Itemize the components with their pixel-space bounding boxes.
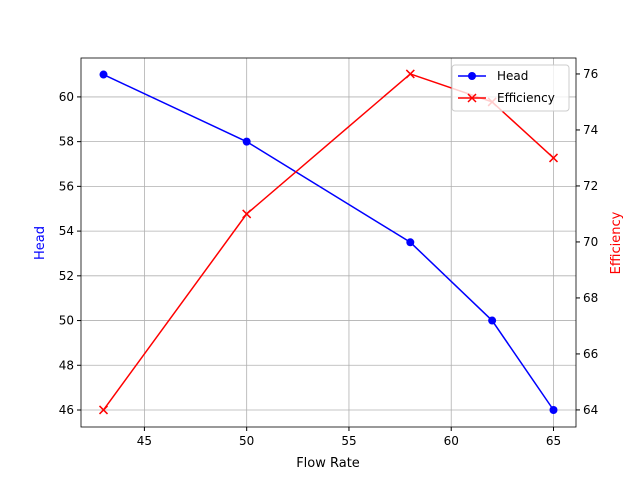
legend-label: Efficiency — [497, 91, 555, 105]
data-point — [242, 209, 252, 219]
y-tick-label-right: 70 — [583, 235, 598, 249]
y-tick-label-left: 50 — [59, 314, 74, 328]
x-tick-label: 55 — [341, 434, 356, 448]
data-point — [98, 405, 109, 415]
plot-frame — [80, 57, 577, 428]
y-tick-label-left: 54 — [59, 224, 74, 238]
y-tick-label-right: 68 — [583, 291, 598, 305]
x-tick-label: 65 — [546, 434, 561, 448]
data-point — [488, 316, 497, 325]
data-point — [406, 238, 415, 247]
data-point — [548, 153, 559, 163]
data-point — [99, 70, 108, 79]
x-tick-label: 45 — [137, 434, 152, 448]
y-tick-label-left: 58 — [59, 135, 74, 149]
y-tick-label-left: 52 — [59, 269, 74, 283]
y-tick-label-right: 66 — [583, 347, 598, 361]
y-tick-label-right: 76 — [583, 67, 598, 81]
y-tick-label-right: 74 — [583, 123, 598, 137]
series-line-efficiency — [102, 73, 555, 411]
y-tick-label-left: 46 — [59, 403, 74, 417]
legend: Head Efficiency — [451, 64, 570, 112]
x-axis-label: Flow Rate — [296, 456, 360, 471]
data-point — [405, 69, 415, 79]
data-point — [549, 406, 558, 415]
y-tick-label-left: 48 — [59, 358, 74, 372]
legend-marker — [467, 93, 477, 103]
x-tick-label: 50 — [239, 434, 254, 448]
legend-label: Head — [497, 69, 528, 83]
data-point — [242, 137, 251, 146]
legend-marker — [468, 72, 476, 80]
y-tick-label-right: 72 — [583, 179, 598, 193]
x-tick-label: 60 — [444, 434, 459, 448]
y-tick-label-left: 60 — [59, 90, 74, 104]
y-tick-label-right: 64 — [583, 403, 598, 417]
series-line-head — [103, 73, 555, 411]
y-axis-label-left: Head — [33, 226, 48, 260]
y-axis-label-right: Efficiency — [609, 211, 624, 274]
y-tick-label-left: 56 — [59, 179, 74, 193]
